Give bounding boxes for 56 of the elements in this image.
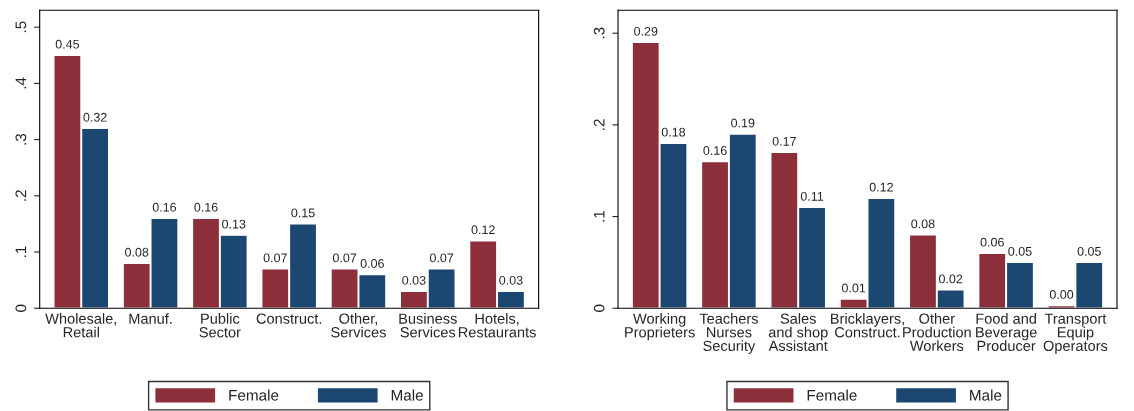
data-label: 0.06 [360, 259, 384, 268]
x-tick-label: Construct. [256, 313, 322, 324]
data-label: 0.07 [429, 253, 454, 263]
data-label: 0.11 [800, 191, 824, 201]
x-tick-label: Hotels, Restaurants [458, 313, 536, 338]
data-label: 0.45 [55, 39, 80, 49]
y-tick-label: .3 [593, 27, 605, 39]
data-label: 0.12 [869, 182, 893, 192]
data-label: 0.08 [911, 219, 935, 229]
y-tick-label: .3 [15, 133, 27, 145]
data-label: 0.29 [634, 26, 658, 36]
x-tick-label: Transport Equip Operators [1043, 313, 1108, 354]
data-label: 0.06 [980, 237, 1004, 247]
data-label: 0.19 [731, 118, 755, 128]
y-tick-label: .2 [15, 190, 27, 201]
data-label: 0.32 [83, 112, 107, 122]
data-label: 0.01 [841, 283, 866, 293]
legend-label: Female [229, 389, 279, 401]
data-label: 0.15 [291, 208, 315, 218]
y-tick-label: 0 [15, 304, 27, 312]
data-label: 0.05 [1008, 246, 1032, 256]
data-label: 0.13 [222, 219, 246, 229]
x-tick-label: Wholesale, Retail [45, 313, 117, 338]
data-label: 0.05 [1077, 246, 1101, 256]
x-tick-label: Working Proprieters [625, 313, 695, 341]
data-label: 0.02 [939, 274, 963, 284]
x-tick-label: Other, Services [331, 313, 386, 338]
data-label: 0.16 [152, 202, 177, 212]
data-label: 0.03 [499, 275, 523, 285]
x-tick-label: Business Services [399, 313, 457, 338]
y-tick-label: .2 [593, 119, 605, 130]
x-tick-label: Teachers Nurses Security [699, 313, 758, 354]
x-tick-label: Sales and shop Assistant [768, 313, 828, 352]
y-tick-label: .1 [593, 210, 605, 222]
data-label: 0.03 [402, 275, 426, 285]
y-tick-label: .1 [15, 246, 27, 257]
data-label: 0.07 [263, 253, 287, 263]
data-label: 0.16 [703, 146, 727, 155]
x-tick-label: Bricklayers, Construct. [831, 313, 904, 338]
legend-label: Female [807, 389, 857, 401]
x-tick-label: Other Production Workers [903, 313, 971, 352]
x-tick-label: Manuf. [129, 313, 172, 324]
data-label: 0.17 [772, 136, 796, 146]
data-label: 0.18 [661, 127, 686, 137]
legend-label: Male [391, 389, 423, 401]
x-tick-label: Public Sector [199, 313, 241, 338]
y-tick-label: .5 [15, 21, 27, 33]
data-label: 0.08 [125, 247, 149, 257]
y-tick-label: .4 [15, 77, 27, 89]
data-label: 0.00 [1049, 290, 1074, 299]
y-tick-label: 0 [593, 304, 605, 312]
data-label: 0.16 [194, 202, 218, 212]
data-label: 0.07 [332, 253, 357, 263]
legend-label: Male [970, 389, 1002, 401]
x-tick-label: Food and Beverage Producer [976, 313, 1037, 352]
data-label: 0.12 [471, 225, 495, 235]
